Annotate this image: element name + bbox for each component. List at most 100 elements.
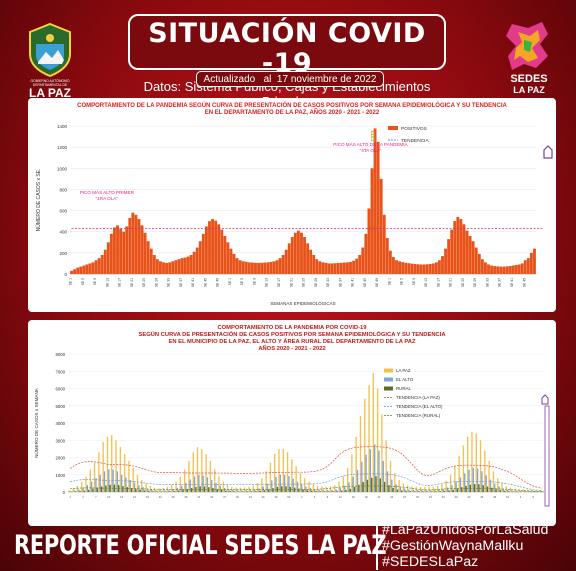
chart2-x-tick-label: 12: [339, 495, 342, 499]
title-box: SITUACIÓN COVID -19 Datos: Sistema Públi…: [128, 14, 446, 109]
chart1-bar: [529, 252, 533, 274]
chart1-bar: [490, 265, 493, 274]
chart2-bar-rural: [336, 491, 339, 492]
chart2-x-tick-label: 25: [172, 495, 175, 499]
chart2-bar-la-paz: [501, 483, 503, 492]
pointer-hand-icon: [543, 145, 553, 159]
chart2-bar-el-alto: [215, 483, 217, 492]
chart2-trend-line: [70, 485, 542, 492]
chart1-bar: [100, 254, 104, 274]
chart2-bar-la-paz: [81, 481, 83, 492]
chart2-bar-la-paz: [334, 485, 336, 492]
chart2-bar-rural: [315, 490, 317, 492]
chart2-legend-item: RURAL: [396, 386, 411, 391]
chart1-bar: [146, 241, 150, 274]
chart1-bar: [220, 229, 224, 274]
chart2-title-line1: COMPORTAMIENTO DE LA PANDEMIA POR COVID-…: [217, 325, 367, 331]
chart2-bar-el-alto: [228, 489, 230, 492]
chart2-bar-la-paz: [312, 484, 314, 492]
chart2-x-tick-label: 28: [184, 495, 187, 499]
chart2-bar-el-alto: [313, 488, 316, 492]
chart2-bar-el-alto: [374, 444, 376, 492]
chart2-x-tick-label: 5: [533, 495, 535, 499]
chart1-bar: [97, 258, 101, 274]
chart2-bar-rural: [371, 477, 373, 492]
chart1-bar: [428, 263, 432, 274]
chart2-bar-la-paz: [381, 414, 383, 492]
chart2-bar-la-paz: [72, 488, 74, 492]
chart1-bar: [398, 261, 402, 274]
chart2-bar-el-alto: [168, 489, 170, 492]
chart1-bar: [211, 219, 214, 274]
chart2-bar-el-alto: [309, 487, 312, 492]
chart1-bar: [149, 248, 153, 274]
chart2-bar-rural: [478, 484, 480, 492]
chart2-bar-la-paz: [132, 467, 134, 492]
chart2-bar-rural: [216, 489, 219, 492]
chart1-bar: [300, 232, 303, 274]
chart2-bar-la-paz: [471, 431, 473, 492]
chart1-bar: [70, 270, 73, 274]
chart2-bar-rural: [332, 491, 334, 492]
chart1-bar: [499, 266, 503, 274]
chart2-bar-la-paz: [415, 486, 417, 492]
chart2-bar-la-paz: [278, 448, 280, 492]
chart2-bar-rural: [503, 490, 506, 492]
chart1-bar: [257, 262, 260, 274]
chart2-bar-la-paz: [406, 485, 409, 492]
chart1-bar: [223, 235, 227, 274]
chart2-bar-rural: [486, 486, 489, 492]
chart2-bar-la-paz: [145, 483, 147, 492]
chart2-legend-swatch: [384, 368, 393, 373]
chart1-bar: [140, 225, 144, 274]
chart2-bar-el-alto: [524, 490, 526, 492]
chart2-bar-la-paz: [484, 450, 486, 492]
chart2-bar-la-paz: [454, 466, 456, 492]
chart2-bar-rural: [375, 476, 377, 492]
chart1-x-tick-label: SE 5: [400, 278, 404, 285]
chart1-bar: [177, 259, 181, 274]
chart1-bar: [232, 253, 236, 274]
chart1-annotation: PICO MÁS ALTO DE LA PANDEMIA: [333, 141, 408, 147]
chart1-bar: [85, 264, 89, 274]
chart2-bar-la-paz: [539, 489, 542, 492]
chart1-bar: [250, 262, 254, 274]
chart1-bar: [162, 262, 165, 274]
chart2-bar-la-paz: [385, 440, 387, 492]
chart1-bar: [103, 249, 107, 274]
chart2-bar-el-alto: [129, 479, 131, 492]
chart2-bar-rural: [238, 491, 240, 492]
chart2-bar-el-alto: [116, 471, 119, 492]
chart2-bar-el-alto: [434, 489, 436, 492]
chart1-bar: [217, 224, 221, 274]
chart1-bar: [131, 212, 135, 274]
chart2-bar-la-paz: [209, 460, 212, 492]
chart2-bar-la-paz: [282, 448, 284, 492]
chart2-bar-el-alto: [356, 469, 359, 492]
chart1-bar: [471, 241, 475, 274]
chart2-bar-el-alto: [241, 490, 243, 492]
chart1-bar: [79, 266, 83, 274]
hashtag-3: #SEDESLaPaz: [382, 554, 479, 570]
chart2-bar-el-alto: [506, 489, 509, 492]
chart1-bar: [195, 247, 199, 274]
chart2-bar-la-paz: [462, 445, 465, 492]
chart1-x-tick-label: SE 9: [412, 278, 416, 285]
chart1-bar: [303, 237, 306, 274]
chart1-bar: [508, 266, 512, 274]
chart2-bar-el-alto: [382, 460, 384, 492]
chart2-y-axis-label: NÚMERO DE CASOS x SEMANA: [33, 387, 39, 458]
chart2-bar-el-alto: [485, 475, 487, 492]
chart2-bar-el-alto: [515, 490, 517, 492]
chart1-x-tick-label: SE 21: [289, 278, 293, 287]
chart1-bar: [137, 219, 141, 274]
chart1-bar: [82, 265, 86, 274]
chart2-y-tick-label: 7000: [55, 369, 65, 374]
footer-report-title: REPORTE OFICIAL SEDES LA PAZ: [14, 530, 387, 560]
chart1-x-tick-label: SE 33: [167, 278, 171, 287]
chart1-bar: [174, 260, 178, 274]
chart1-x-tick-label: SE 45: [363, 278, 367, 287]
chart2-bar-la-paz: [449, 474, 452, 492]
chart2-bar-la-paz: [128, 460, 130, 492]
chart2-bar-la-paz: [85, 476, 87, 492]
